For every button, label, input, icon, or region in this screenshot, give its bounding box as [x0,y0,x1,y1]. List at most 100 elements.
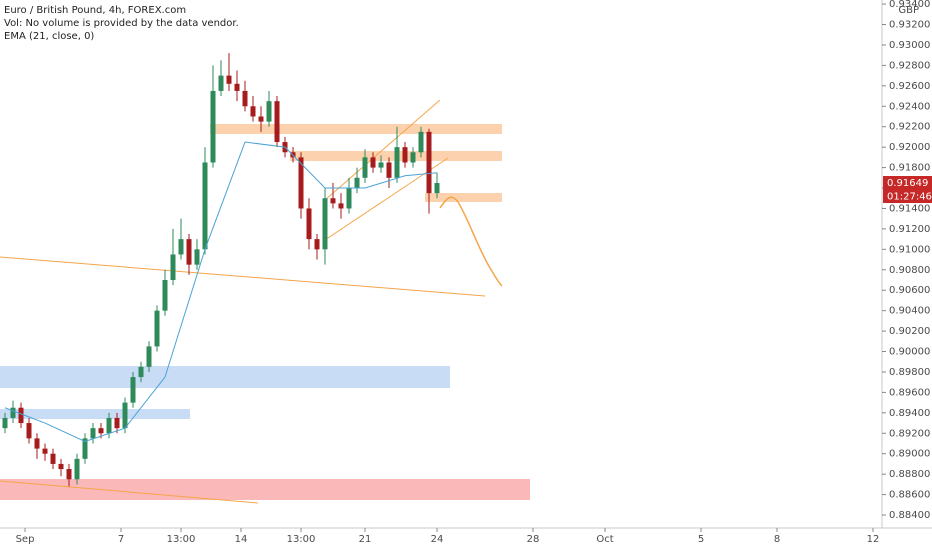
demand-zone [0,366,450,388]
candle-body [186,239,192,265]
candle-body [426,131,432,194]
support-zone [425,193,502,202]
countdown-box [883,190,932,204]
candle-body [42,448,48,454]
channel-line [324,99,441,201]
y-tick-label: 0.89400 [889,408,930,419]
candle-body [338,203,344,209]
candle-body [122,402,128,429]
y-tick-label: 0.89200 [889,428,930,439]
candle-body [218,75,224,91]
candle-body [394,147,400,178]
candle-body [402,147,408,163]
candle-body [10,407,16,418]
candle-body [66,469,72,480]
y-tick-label: 0.89800 [889,367,930,378]
x-tick-label: 13:00 [167,534,196,545]
x-tick-label: 13:00 [287,534,316,545]
x-tick-label: 5 [698,534,704,545]
candle-body [50,453,56,464]
candle-body [274,101,280,143]
y-tick-label: 0.88600 [889,490,930,501]
y-tick-label: 0.92200 [889,122,930,133]
candle-body [34,438,40,449]
candle-body [58,463,64,470]
x-tick-label: 12 [867,534,880,545]
y-tick-label: 0.90400 [889,306,930,317]
candle-body [346,188,352,209]
candle-body [130,377,136,403]
candle-body [178,239,184,255]
y-tick-label: 0.90800 [889,265,930,276]
indicator-legend[interactable]: EMA (21, close, 0) [4,31,95,42]
y-tick-label: 0.88400 [889,510,930,521]
currency-label: GBP [898,5,919,16]
x-tick-label: Oct [596,534,613,545]
x-tick-label: 28 [527,534,540,545]
resistance-zone [210,124,502,134]
y-tick-label: 0.91200 [889,224,930,235]
y-tick-label: 0.90000 [889,347,930,358]
candle-body [314,239,320,250]
x-tick-label: 21 [359,534,372,545]
candle-body [210,90,216,163]
candle-body [26,423,32,439]
forecast-path [439,196,503,287]
candle-body [2,417,8,429]
candle-body [138,366,144,378]
y-tick-label: 0.91800 [889,163,930,174]
y-tick-label: 0.93400 [889,0,930,10]
candle-body [82,438,88,459]
y-tick-label: 0.89000 [889,449,930,460]
candle-body [226,75,232,84]
y-tick-label: 0.92600 [889,81,930,92]
candles [2,53,440,487]
y-tick-label: 0.91400 [889,203,930,214]
candle-body [154,310,160,347]
last-price-box [883,176,932,191]
x-tick-label: 7 [118,534,124,545]
candle-body [266,101,272,122]
candle-body [410,152,416,163]
candle-body [330,198,336,204]
chart-title: Euro / British Pound, 4h, FOREX.com [4,5,187,16]
candle-body [434,183,440,194]
currency-box [890,3,920,15]
volume-note: Vol: No volume is provided by the data v… [4,18,239,29]
candle-body [18,407,24,424]
candle-body [106,417,112,434]
candle-body [194,249,200,265]
candle-body [258,116,264,122]
demand-zone [0,479,530,500]
ema-line [4,141,438,442]
countdown-label: 01:27:46 [887,192,932,203]
candle-body [322,198,328,250]
candle-body [90,428,96,439]
y-tick-label: 0.93000 [889,40,930,51]
y-tick-label: 0.93200 [889,20,930,31]
y-tick-label: 0.90200 [889,326,930,337]
candle-body [378,162,384,168]
last-price-label: 0.91649 [887,178,928,189]
candle-body [362,157,368,178]
y-tick-label: 0.89600 [889,387,930,398]
trend-line [0,480,259,504]
x-tick-label: Sep [16,534,35,545]
candle-body [242,90,248,107]
y-tick-label: 0.92800 [889,60,930,71]
y-tick-label: 0.92400 [889,101,930,112]
candle-body [114,417,120,429]
candle-body [306,208,312,240]
candle-body [298,157,304,209]
candle-body [418,131,424,153]
drawings [0,99,530,504]
candle-body [250,106,256,117]
candle-body [370,157,376,168]
demand-zone [0,409,190,419]
y-tick-label: 0.90600 [889,285,930,296]
y-tick-label: 0.88800 [889,469,930,480]
candle-body [146,346,152,367]
y-tick-label: 0.92000 [889,142,930,153]
